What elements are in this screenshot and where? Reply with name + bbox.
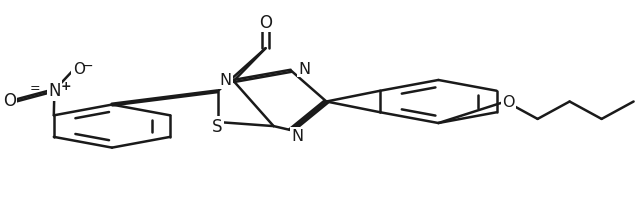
Text: N: N bbox=[48, 82, 61, 100]
Text: O: O bbox=[259, 13, 272, 31]
Text: N: N bbox=[220, 73, 231, 88]
Text: N: N bbox=[292, 128, 303, 143]
Text: N: N bbox=[298, 62, 310, 77]
Text: +: + bbox=[61, 79, 71, 92]
Text: O: O bbox=[3, 92, 16, 110]
Text: =: = bbox=[30, 81, 40, 94]
Text: −: − bbox=[82, 59, 93, 73]
Text: O: O bbox=[73, 62, 84, 77]
Text: S: S bbox=[212, 118, 223, 135]
Text: O: O bbox=[502, 94, 515, 109]
